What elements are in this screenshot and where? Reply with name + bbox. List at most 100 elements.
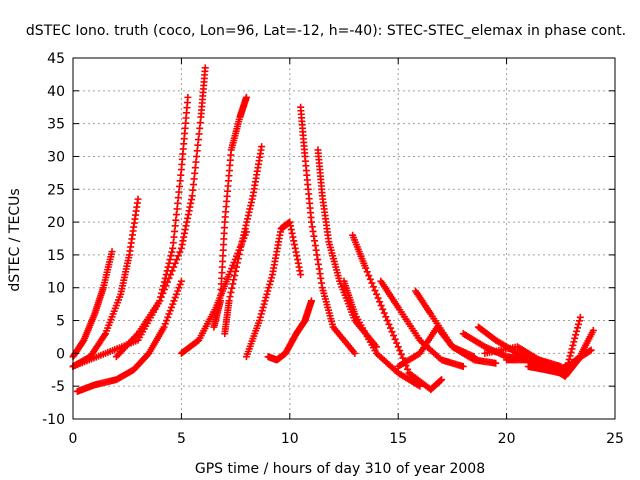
data-point (177, 277, 185, 285)
data-point (232, 267, 240, 275)
data-point (573, 327, 581, 335)
data-point (383, 317, 391, 325)
data-point (266, 280, 274, 288)
data-point (459, 362, 467, 370)
data-point (574, 324, 582, 332)
data-point (229, 280, 237, 288)
data-point (201, 64, 209, 72)
data-point (382, 313, 390, 321)
data-point (161, 320, 169, 328)
data-point (572, 331, 580, 339)
data-point (575, 317, 583, 325)
y-tick-label: 30 (47, 149, 65, 165)
data-point (403, 365, 411, 373)
series-14 (377, 277, 467, 370)
data-point (587, 346, 595, 354)
data-point (165, 310, 173, 318)
y-tick-label: -5 (51, 379, 65, 395)
data-point (176, 248, 184, 256)
y-tick-label: 35 (47, 117, 65, 133)
data-point (256, 313, 264, 321)
plot-frame (72, 57, 616, 420)
series-15 (412, 287, 500, 367)
data-point (166, 256, 174, 264)
x-tick-label: 20 (498, 431, 516, 447)
data-point (167, 271, 175, 279)
data-point (385, 320, 393, 328)
data-point (379, 305, 387, 313)
data-point (568, 345, 576, 353)
y-tick-label: 5 (56, 314, 65, 330)
data-point (168, 248, 176, 256)
x-tick-label: 15 (389, 431, 407, 447)
data-point (386, 324, 394, 332)
y-tick-label: -10 (42, 412, 65, 428)
data-point (374, 294, 382, 302)
data-point (171, 259, 179, 267)
data-point (260, 300, 268, 308)
data-point (236, 246, 244, 254)
data-point (173, 256, 181, 264)
data-point (380, 309, 388, 317)
series-21 (524, 346, 595, 377)
data-point (574, 320, 582, 328)
data-point (242, 93, 250, 101)
data-point (297, 271, 305, 279)
data-point (176, 280, 184, 288)
data-point (225, 297, 233, 305)
y-tick-label: 15 (47, 248, 65, 264)
data-point (171, 294, 179, 302)
series-7 (221, 143, 266, 338)
axis-ticks: 0 5 10 15 20 25 -10 -5 0 5 10 15 20 25 30 35 40 45 (42, 51, 624, 447)
data-point (268, 274, 276, 282)
data-point (163, 278, 171, 286)
data-point (576, 313, 584, 321)
data-point (227, 288, 235, 296)
data-point (262, 294, 270, 302)
y-tick-label: 25 (47, 182, 65, 198)
data-point (167, 303, 175, 311)
data-point (228, 284, 236, 292)
series-2 (73, 277, 185, 395)
y-tick-label: 40 (47, 84, 65, 100)
data-point (156, 297, 164, 305)
data-point (163, 317, 171, 325)
x-tick-label: 5 (177, 431, 186, 447)
series-10 (297, 103, 359, 357)
y-tick-label: 45 (47, 51, 65, 67)
y-tick-label: 0 (56, 346, 65, 362)
x-axis-label: GPS time / hours of day 310 of year 2008 (195, 461, 485, 477)
data-point (365, 272, 373, 280)
data-point (230, 276, 238, 284)
data-point (160, 323, 168, 331)
y-axis-label: dSTEC / TECUs (7, 188, 23, 291)
data-point (234, 255, 242, 263)
data-point (162, 282, 170, 290)
data-point (233, 263, 241, 271)
data-point (396, 347, 404, 355)
data-point (368, 279, 376, 287)
data-point (377, 302, 385, 310)
data-point (134, 195, 142, 203)
data-point (159, 289, 167, 297)
x-tick-label: 25 (606, 431, 624, 447)
data-point (388, 328, 396, 336)
data-point (394, 343, 402, 351)
data-point (369, 283, 377, 291)
data-point (174, 287, 182, 295)
x-tick-label: 0 (69, 431, 78, 447)
data-point (362, 264, 370, 272)
data-point (165, 274, 173, 282)
data-point (168, 267, 176, 275)
data-point (255, 317, 263, 325)
data-point (226, 293, 234, 301)
x-tick-label: 10 (281, 431, 299, 447)
data-point (565, 355, 573, 363)
data-point (166, 307, 174, 315)
data-point (175, 284, 183, 292)
data-point (263, 290, 271, 298)
y-tick-label: 20 (47, 215, 65, 231)
data-point (438, 376, 446, 384)
data-point (363, 268, 371, 276)
